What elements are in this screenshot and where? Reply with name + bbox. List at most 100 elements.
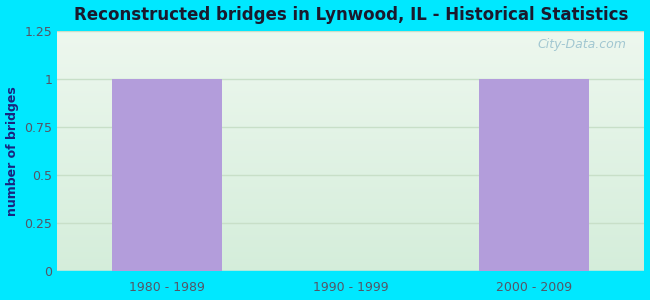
Bar bbox=[57, 124, 644, 127]
Bar bbox=[57, 235, 644, 237]
Bar bbox=[57, 132, 644, 134]
Bar bbox=[57, 127, 644, 129]
Bar bbox=[57, 83, 644, 86]
Bar bbox=[57, 129, 644, 132]
Bar bbox=[57, 264, 644, 266]
Bar bbox=[57, 62, 644, 64]
Bar bbox=[57, 112, 644, 115]
Bar bbox=[57, 177, 644, 180]
Bar bbox=[57, 115, 644, 117]
Bar bbox=[57, 208, 644, 211]
Bar bbox=[57, 259, 644, 261]
Bar bbox=[57, 218, 644, 220]
Bar bbox=[57, 252, 644, 254]
Bar bbox=[57, 91, 644, 93]
Bar bbox=[57, 93, 644, 96]
Bar bbox=[57, 74, 644, 76]
Bar bbox=[57, 40, 644, 43]
Bar bbox=[57, 192, 644, 194]
Bar bbox=[57, 81, 644, 83]
Bar bbox=[57, 151, 644, 153]
Bar bbox=[57, 163, 644, 165]
Bar bbox=[57, 220, 644, 223]
Bar bbox=[57, 232, 644, 235]
Bar bbox=[57, 55, 644, 57]
Bar bbox=[57, 139, 644, 141]
Bar bbox=[57, 59, 644, 62]
Bar bbox=[57, 50, 644, 52]
Bar bbox=[57, 247, 644, 249]
Bar bbox=[57, 165, 644, 168]
Bar bbox=[57, 223, 644, 225]
Bar bbox=[57, 47, 644, 50]
Bar bbox=[57, 71, 644, 74]
Bar bbox=[57, 86, 644, 88]
Bar bbox=[57, 199, 644, 201]
Bar bbox=[57, 117, 644, 120]
Bar bbox=[57, 76, 644, 79]
Bar bbox=[57, 45, 644, 47]
Bar bbox=[57, 180, 644, 182]
Bar bbox=[57, 43, 644, 45]
Bar bbox=[57, 110, 644, 112]
Bar bbox=[57, 187, 644, 189]
Bar bbox=[57, 35, 644, 38]
Text: City-Data.com: City-Data.com bbox=[538, 38, 627, 51]
Bar bbox=[57, 96, 644, 98]
Bar bbox=[57, 79, 644, 81]
Bar bbox=[57, 120, 644, 122]
Bar bbox=[57, 194, 644, 196]
Bar bbox=[57, 254, 644, 256]
Bar bbox=[479, 79, 590, 271]
Bar bbox=[57, 64, 644, 67]
Bar bbox=[57, 108, 644, 110]
Bar bbox=[57, 175, 644, 177]
Bar bbox=[57, 146, 644, 148]
Bar bbox=[57, 268, 644, 271]
Bar bbox=[57, 134, 644, 136]
Bar bbox=[57, 122, 644, 124]
Bar bbox=[57, 256, 644, 259]
Bar bbox=[57, 237, 644, 240]
Bar bbox=[57, 240, 644, 242]
Bar bbox=[57, 168, 644, 170]
Bar bbox=[57, 100, 644, 103]
Bar bbox=[57, 141, 644, 144]
Bar bbox=[57, 216, 644, 218]
Bar bbox=[57, 38, 644, 40]
Bar bbox=[57, 103, 644, 105]
Bar bbox=[57, 57, 644, 59]
Bar bbox=[57, 172, 644, 175]
Bar bbox=[57, 249, 644, 252]
Bar bbox=[57, 225, 644, 228]
Bar bbox=[57, 170, 644, 172]
Bar bbox=[57, 105, 644, 108]
Bar bbox=[112, 79, 222, 271]
Bar bbox=[57, 206, 644, 208]
Bar bbox=[57, 136, 644, 139]
Bar bbox=[57, 213, 644, 216]
Bar bbox=[57, 184, 644, 187]
Bar bbox=[57, 160, 644, 163]
Bar bbox=[57, 230, 644, 232]
Bar bbox=[57, 148, 644, 151]
Bar bbox=[57, 266, 644, 268]
Bar bbox=[57, 69, 644, 71]
Bar bbox=[57, 244, 644, 247]
Bar bbox=[57, 31, 644, 33]
Bar bbox=[57, 189, 644, 192]
Y-axis label: number of bridges: number of bridges bbox=[6, 86, 19, 216]
Bar bbox=[57, 52, 644, 55]
Bar bbox=[57, 211, 644, 213]
Bar bbox=[57, 158, 644, 160]
Bar bbox=[57, 67, 644, 69]
Bar bbox=[57, 196, 644, 199]
Bar bbox=[57, 98, 644, 101]
Bar bbox=[57, 156, 644, 158]
Bar bbox=[57, 204, 644, 206]
Bar bbox=[57, 33, 644, 35]
Bar bbox=[57, 182, 644, 184]
Bar bbox=[57, 242, 644, 244]
Title: Reconstructed bridges in Lynwood, IL - Historical Statistics: Reconstructed bridges in Lynwood, IL - H… bbox=[73, 6, 628, 24]
Bar bbox=[57, 144, 644, 146]
